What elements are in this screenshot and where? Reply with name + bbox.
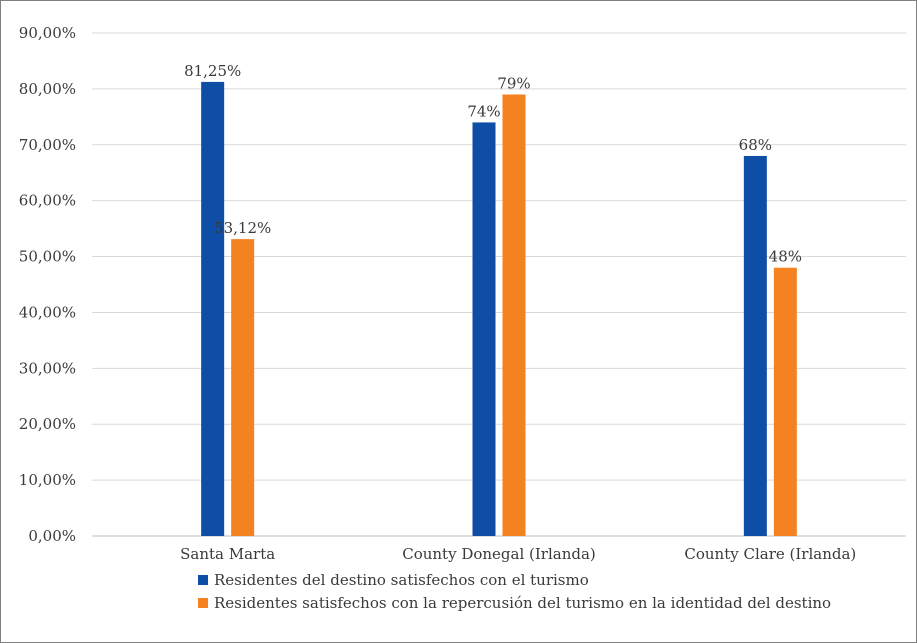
x-tick-label: County Clare (Irlanda) bbox=[684, 545, 856, 563]
bar-series-1-2 bbox=[472, 122, 496, 536]
y-tick-label: 40,00% bbox=[19, 303, 76, 321]
y-tick-label: 70,00% bbox=[19, 136, 76, 154]
y-tick-label: 80,00% bbox=[19, 80, 76, 98]
legend: Residentes del destino satisfechos con e… bbox=[198, 568, 831, 614]
x-axis-ticks: Santa Marta County Donegal (Irlanda) Count… bbox=[180, 545, 856, 563]
bar-series-2-1 bbox=[231, 239, 255, 536]
data-label: 74% bbox=[467, 102, 500, 120]
y-tick-label: 60,00% bbox=[19, 192, 76, 210]
y-tick-label: 50,00% bbox=[19, 248, 76, 266]
y-tick-label: 90,00% bbox=[19, 24, 76, 42]
data-label: 81,25% bbox=[184, 62, 241, 80]
y-tick-label: 20,00% bbox=[19, 415, 76, 433]
y-tick-label: 10,00% bbox=[19, 471, 76, 489]
x-tick-label: Santa Marta bbox=[180, 545, 275, 563]
bar-series-2-3 bbox=[773, 267, 797, 536]
data-label: 48% bbox=[769, 248, 802, 266]
data-label: 68% bbox=[739, 136, 772, 154]
bar-series-1-1 bbox=[201, 81, 225, 537]
x-tick-label: County Donegal (Irlanda) bbox=[402, 545, 596, 563]
data-label: 53,12% bbox=[214, 219, 271, 237]
y-axis-ticks: 0,00% 10,00% 20,00% 30,00% 40,00% 50,00% 60,00… bbox=[19, 24, 76, 545]
bar-series-2-2 bbox=[502, 94, 526, 536]
legend-label-series-2: Residentes satisfechos con la repercusió… bbox=[214, 593, 832, 612]
legend-item-series-1: Residentes del destino satisfechos con e… bbox=[198, 568, 831, 591]
y-tick-label: 30,00% bbox=[19, 359, 76, 377]
bar-series-1-3 bbox=[743, 155, 767, 536]
gridlines bbox=[92, 32, 906, 537]
bars bbox=[201, 81, 797, 537]
data-label: 79% bbox=[497, 74, 530, 92]
legend-swatch-series-2 bbox=[198, 597, 208, 608]
y-tick-label: 0,00% bbox=[28, 527, 76, 545]
legend-item-series-2: Residentes satisfechos con la repercusió… bbox=[198, 591, 831, 614]
data-labels: 81,25% 53,12% 74% 79% 68% 48% bbox=[184, 62, 802, 266]
legend-label-series-1: Residentes del destino satisfechos con e… bbox=[214, 570, 589, 589]
legend-swatch-series-1 bbox=[198, 574, 208, 585]
